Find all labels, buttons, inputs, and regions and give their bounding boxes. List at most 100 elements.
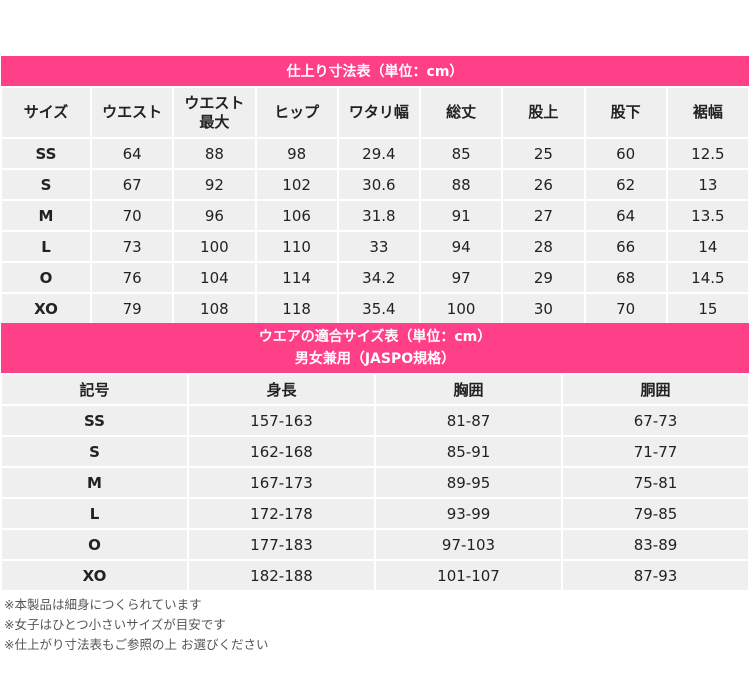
table-cell: 70: [89, 199, 175, 232]
table-cell: 100: [418, 292, 504, 325]
table-cell: 13: [665, 168, 750, 201]
table-cell: 162-168: [187, 435, 376, 468]
table-cell: 89-95: [374, 466, 563, 499]
column-header: 股下: [583, 86, 668, 139]
table-cell: 68: [583, 261, 668, 294]
table-cell: 75-81: [561, 466, 750, 499]
table-cell: 67: [89, 168, 175, 201]
table-cell: 26: [501, 168, 586, 201]
table-cell: 64: [583, 199, 668, 232]
note: ※本製品は細身につくられています: [4, 597, 202, 612]
column-header: ウエスト 最大: [172, 86, 257, 139]
size-label-cell: O: [0, 261, 92, 294]
column-header: ワタリ幅: [336, 86, 422, 139]
table-cell: 85-91: [374, 435, 563, 468]
table-cell: 30: [501, 292, 586, 325]
column-header: 裾幅: [665, 86, 750, 139]
table-cell: 25: [501, 137, 586, 170]
fit-size-table: ウエアの適合サイズ表（単位：cm） 男女兼用（JASPO規格） 記号 身長 胸囲 胴囲…: [0, 323, 750, 592]
note: ※仕上がり寸法表もご参照の上 お選びください: [4, 637, 269, 652]
table-cell: 114: [254, 261, 339, 294]
table-cell: 91: [418, 199, 504, 232]
table-cell: 88: [418, 168, 504, 201]
size-label-cell: O: [0, 528, 189, 561]
size-label-cell: S: [0, 168, 92, 201]
table-row: L 172-178 93-99 79-85: [0, 497, 750, 530]
column-header: 記号: [0, 373, 189, 406]
size-label-cell: M: [0, 466, 189, 499]
table-cell: 79: [89, 292, 175, 325]
table-cell: 172-178: [187, 497, 376, 530]
table-cell: 12.5: [665, 137, 750, 170]
column-header: ウエスト: [89, 86, 175, 139]
column-header: サイズ: [0, 86, 92, 139]
finished-size-table-title: 仕上り寸法表（単位：cm）: [1, 56, 749, 87]
table-cell: 85: [418, 137, 504, 170]
table-cell: 177-183: [187, 528, 376, 561]
table-cell: 30.6: [336, 168, 422, 201]
size-label-cell: L: [0, 497, 189, 530]
table-cell: 157-163: [187, 404, 376, 437]
table-cell: 182-188: [187, 559, 376, 592]
table-cell: 29: [501, 261, 586, 294]
table-cell: 14: [665, 230, 750, 263]
table-cell: 97-103: [374, 528, 563, 561]
table-cell: 67-73: [561, 404, 750, 437]
table-row: L 73 100 110 33 94 28 66 14: [0, 230, 750, 263]
size-label-cell: XO: [0, 559, 189, 592]
table-cell: 33: [336, 230, 422, 263]
size-label-cell: SS: [0, 404, 189, 437]
table-cell: 110: [254, 230, 339, 263]
header-row: サイズ ウエスト ウエスト 最大 ヒップ ワタリ幅 総丈 股上 股下 裾幅: [0, 86, 750, 139]
table-cell: 98: [254, 137, 339, 170]
column-header: 総丈: [418, 86, 504, 139]
table-row: XO 79 108 118 35.4 100 30 70 15: [0, 292, 750, 325]
header-row: 記号 身長 胸囲 胴囲: [0, 373, 750, 406]
fit-size-title-line2: 男女兼用（JASPO規格）: [294, 351, 456, 367]
table-cell: 87-93: [561, 559, 750, 592]
table-cell: 71-77: [561, 435, 750, 468]
table-row: M 70 96 106 31.8 91 27 64 13.5: [0, 199, 750, 232]
notes: ※本製品は細身につくられています ※女子はひとつ小さいサイズが目安です ※仕上が…: [4, 595, 268, 655]
table-row: S 162-168 85-91 71-77: [0, 435, 750, 468]
table-cell: 15: [665, 292, 750, 325]
size-label-cell: S: [0, 435, 189, 468]
column-header: 胴囲: [561, 373, 750, 406]
table-cell: 79-85: [561, 497, 750, 530]
table-cell: 35.4: [336, 292, 422, 325]
table-cell: 73: [89, 230, 175, 263]
finished-size-table: 仕上り寸法表（単位：cm） サイズ ウエスト ウエスト 最大 ヒップ ワタリ幅 総丈 股上股…: [0, 56, 750, 325]
table-row: SS 64 88 98 29.4 85 25 60 12.5: [0, 137, 750, 170]
table-cell: 27: [501, 199, 586, 232]
column-header: ヒップ: [254, 86, 339, 139]
size-label-cell: M: [0, 199, 92, 232]
table-cell: 66: [583, 230, 668, 263]
table-cell: 29.4: [336, 137, 422, 170]
fit-size-table-title: ウエアの適合サイズ表（単位：cm） 男女兼用（JASPO規格）: [1, 323, 749, 374]
table-cell: 88: [172, 137, 257, 170]
table-cell: 81-87: [374, 404, 563, 437]
fit-size-title-line1: ウエアの適合サイズ表（単位：cm）: [258, 329, 492, 345]
table-cell: 28: [501, 230, 586, 263]
column-header: 胸囲: [374, 373, 563, 406]
note: ※女子はひとつ小さいサイズが目安です: [4, 617, 226, 632]
table-cell: 108: [172, 292, 257, 325]
table-cell: 167-173: [187, 466, 376, 499]
table-cell: 94: [418, 230, 504, 263]
table-cell: 34.2: [336, 261, 422, 294]
table-row: M 167-173 89-95 75-81: [0, 466, 750, 499]
table-row: XO 182-188 101-107 87-93: [0, 559, 750, 592]
table-cell: 13.5: [665, 199, 750, 232]
table-cell: 14.5: [665, 261, 750, 294]
table-row: S 67 92 102 30.6 88 26 62 13: [0, 168, 750, 201]
table-cell: 96: [172, 199, 257, 232]
table-cell: 76: [89, 261, 175, 294]
table-cell: 62: [583, 168, 668, 201]
size-label-cell: L: [0, 230, 92, 263]
table-cell: 97: [418, 261, 504, 294]
table-cell: 70: [583, 292, 668, 325]
table-cell: 60: [583, 137, 668, 170]
table-cell: 101-107: [374, 559, 563, 592]
table-row: O 177-183 97-103 83-89: [0, 528, 750, 561]
table-cell: 102: [254, 168, 339, 201]
